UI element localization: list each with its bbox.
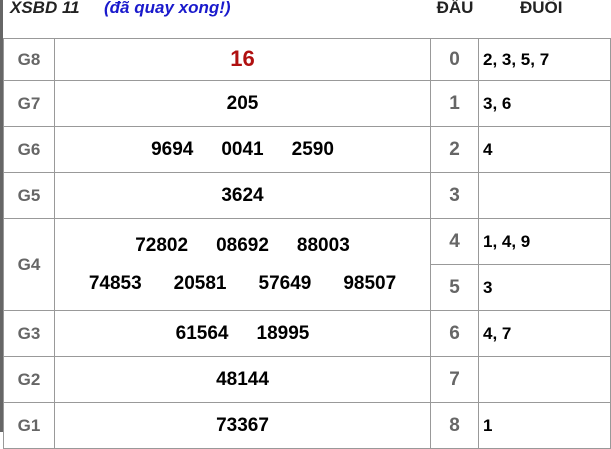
loto-tails: 3, 6 (478, 80, 611, 127)
status: (đã quay xong!) (104, 0, 231, 17)
loto-head: 5 (430, 264, 479, 311)
prize-number: 2590 (291, 138, 334, 160)
loto-tails (478, 356, 611, 403)
prize-numbers: 72802 08692 88003 74853 20581 57649 98507 (54, 218, 431, 311)
prize-row: G2 48144 (3, 356, 431, 403)
prize-number: 61564 (175, 322, 229, 344)
prize-numbers: 61564 18995 (54, 310, 431, 357)
prize-number: 08692 (216, 234, 269, 256)
loto-row: 4 1, 4, 9 (430, 218, 611, 265)
prize-number: 205 (226, 92, 259, 114)
prize-row: G7 205 (3, 80, 431, 127)
prize-label: G2 (3, 356, 55, 403)
loto-tails: 1 (478, 402, 611, 449)
loto-head: 1 (430, 80, 479, 127)
header: XSBD 11 (đã quay xong!) ĐẦU ĐUÔI (0, 0, 611, 38)
loto-head: 4 (430, 218, 479, 265)
prize-number: 16 (230, 45, 255, 71)
loto-row: 1 3, 6 (430, 80, 611, 127)
prize-number: 98507 (343, 272, 397, 294)
col-dau: ĐẦU (436, 0, 474, 17)
loto-tails: 4, 7 (478, 310, 611, 357)
loto-head: 7 (430, 356, 479, 403)
prize-label: G1 (3, 402, 55, 449)
prize-number: 73367 (216, 414, 269, 436)
prize-table: G8 16 G7 205 G6 9694 0041 2590 G5 3624 G4 72802 0869… (3, 38, 431, 449)
prize-row: G1 73367 (3, 402, 431, 449)
prize-numbers: 73367 (54, 402, 431, 449)
prize-label: G4 (3, 218, 55, 311)
loto-tails: 4 (478, 126, 611, 173)
prize-numbers: 16 (54, 38, 431, 81)
prize-row: G4 72802 08692 88003 74853 20581 57649 98507 (3, 218, 431, 311)
prize-number: 48144 (216, 368, 269, 390)
loto-row: 3 (430, 172, 611, 219)
prize-label: G8 (3, 38, 55, 81)
loto-head: 3 (430, 172, 479, 219)
prize-row: G5 3624 (3, 172, 431, 219)
prize-label: G6 (3, 126, 55, 173)
prize-numbers: 3624 (54, 172, 431, 219)
prize-label: G7 (3, 80, 55, 127)
prize-number: 3624 (221, 184, 264, 206)
prize-number: 20581 (173, 272, 227, 294)
loto-row: 0 2, 3, 5, 7 (430, 38, 611, 81)
loto-head: 0 (430, 38, 479, 81)
title: XSBD 11 (10, 0, 80, 17)
col-duoi: ĐUÔI (520, 0, 563, 17)
prize-label: G5 (3, 172, 55, 219)
prize-number: 74853 (88, 272, 142, 294)
loto-row: 7 (430, 356, 611, 403)
prize-number: 0041 (221, 138, 264, 160)
loto-tails: 1, 4, 9 (478, 218, 611, 265)
window-border (0, 0, 3, 432)
prize-label: G3 (3, 310, 55, 357)
prize-row: G8 16 (3, 38, 431, 81)
loto-tails (478, 172, 611, 219)
prize-number: 88003 (296, 234, 350, 256)
loto-tails: 3 (478, 264, 611, 311)
prize-row: G6 9694 0041 2590 (3, 126, 431, 173)
prize-number: 9694 (151, 138, 194, 160)
loto-head: 2 (430, 126, 479, 173)
prize-numbers: 205 (54, 80, 431, 127)
loto-head: 8 (430, 402, 479, 449)
prize-numbers: 9694 0041 2590 (54, 126, 431, 173)
loto-head: 6 (430, 310, 479, 357)
prize-numbers: 48144 (54, 356, 431, 403)
prize-number: 72802 (135, 234, 189, 256)
loto-row: 6 4, 7 (430, 310, 611, 357)
prize-row: G3 61564 18995 (3, 310, 431, 357)
loto-tails: 2, 3, 5, 7 (478, 38, 611, 81)
prize-number: 18995 (256, 322, 310, 344)
prize-number: 57649 (258, 272, 312, 294)
